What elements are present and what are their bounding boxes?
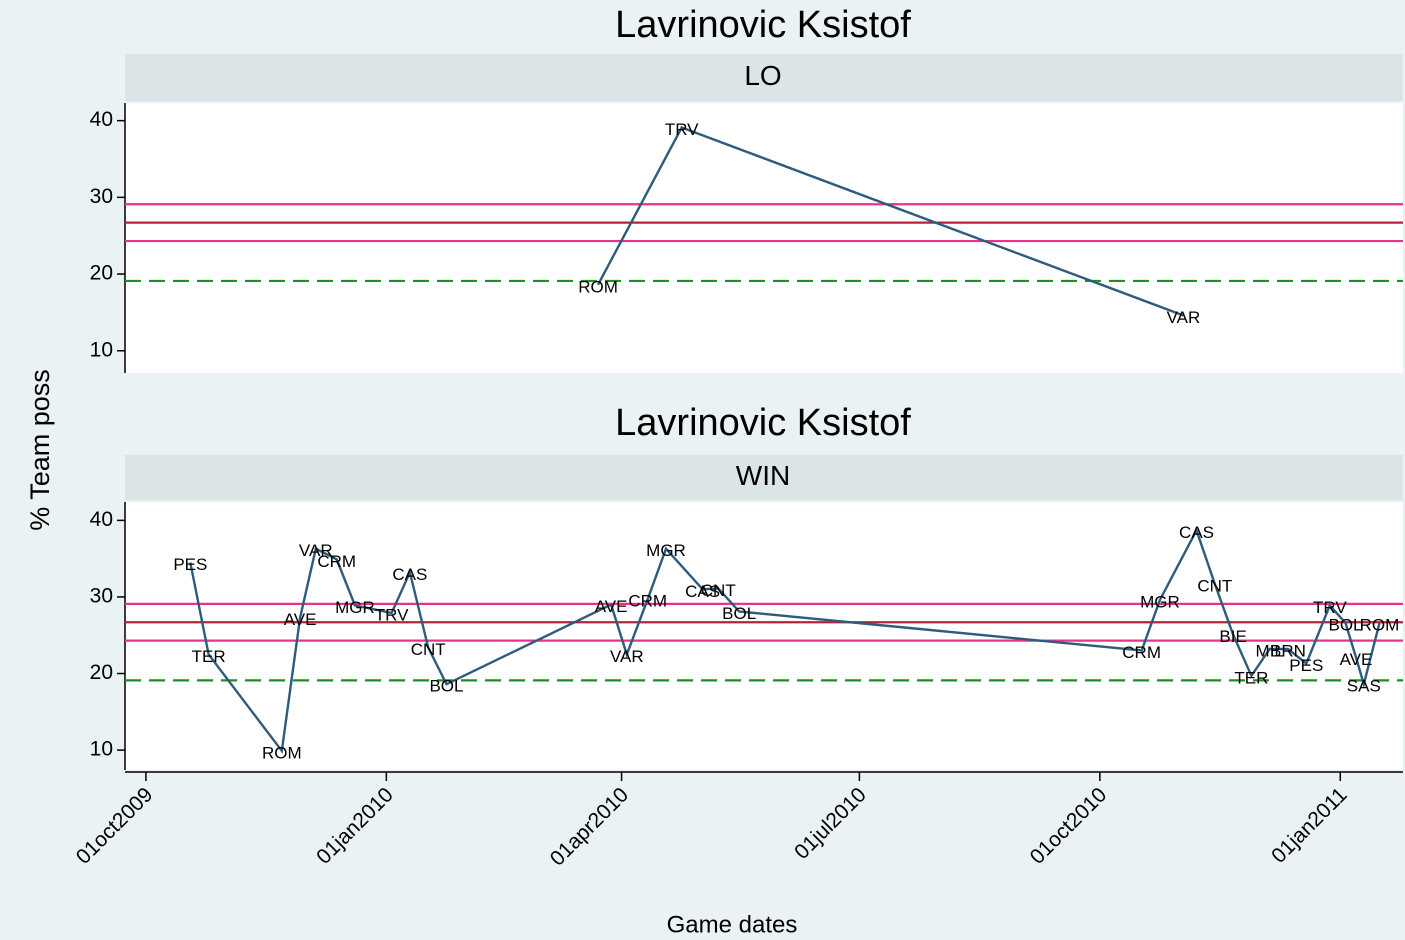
panel-label: LO [744,60,781,91]
point-label: VAR [610,647,644,666]
x-tick-label: 01apr2010 [546,783,633,870]
chart-title: Lavrinovic Ksistof [615,402,911,444]
point-label: AVE [595,597,628,616]
y-tick-label: 40 [90,108,113,131]
data-line [189,527,1381,754]
panel-label: WIN [736,460,790,491]
point-label: MGR [646,541,686,560]
point-label: TER [1234,668,1268,687]
y-tick-label: 30 [90,185,113,208]
data-line [596,126,1184,317]
point-label: CAS [392,565,427,584]
point-label: TRV [1313,598,1347,617]
point-label: BOL [1328,615,1362,634]
y-tick-label: 10 [90,738,113,761]
point-label: BIE [1219,627,1246,646]
point-label: CAS [1179,523,1214,542]
point-label: MGR [335,598,375,617]
point-label: CNT [411,640,446,659]
plot-area [125,502,1403,770]
y-tick-label: 20 [90,661,113,684]
panel-strip [125,54,1403,101]
point-label: VAR [299,541,333,560]
point-label: AVE [1340,650,1373,669]
y-tick-label: 40 [90,508,113,531]
panel-strip [125,455,1403,500]
point-label: TRV [375,606,409,625]
x-tick-label: 01jan2011 [1267,783,1352,868]
point-label: PES [1289,656,1323,675]
x-axis-label: Game dates [667,911,798,938]
x-tick-label: 01oct2009 [72,783,158,869]
point-label: CRM [628,592,667,611]
point-label: BOL [722,604,756,623]
point-label: ROM [262,743,302,762]
point-label: MGR [1140,592,1180,611]
point-label: CRM [317,552,356,571]
point-label: CRM [1122,643,1161,662]
x-tick-label: 01jul2010 [790,783,871,864]
point-label: VAR [1167,308,1201,327]
point-label: TER [192,647,226,666]
point-label: ROM [1360,615,1400,634]
chart-title: Lavrinovic Ksistof [615,4,911,46]
point-label: CNT [1197,576,1232,595]
y-tick-label: 30 [90,584,113,607]
point-label: TRV [665,120,699,139]
point-label: CAS [685,582,720,601]
x-tick-label: 01oct2010 [1026,783,1112,869]
point-label: PES [173,555,207,574]
y-tick-label: 10 [90,338,113,361]
x-tick-label: 01jan2010 [312,783,398,869]
y-tick-label: 20 [90,262,113,285]
plot-area [125,103,1403,373]
point-label: AVE [284,610,317,629]
point-label: ROM [578,277,618,296]
point-label: CNT [701,581,736,600]
y-axis-label: % Team poss [25,369,55,531]
point-label: BOL [429,677,463,696]
point-label: MIL [1256,642,1284,661]
point-label: BRN [1270,642,1306,661]
point-label: SAS [1347,677,1381,696]
